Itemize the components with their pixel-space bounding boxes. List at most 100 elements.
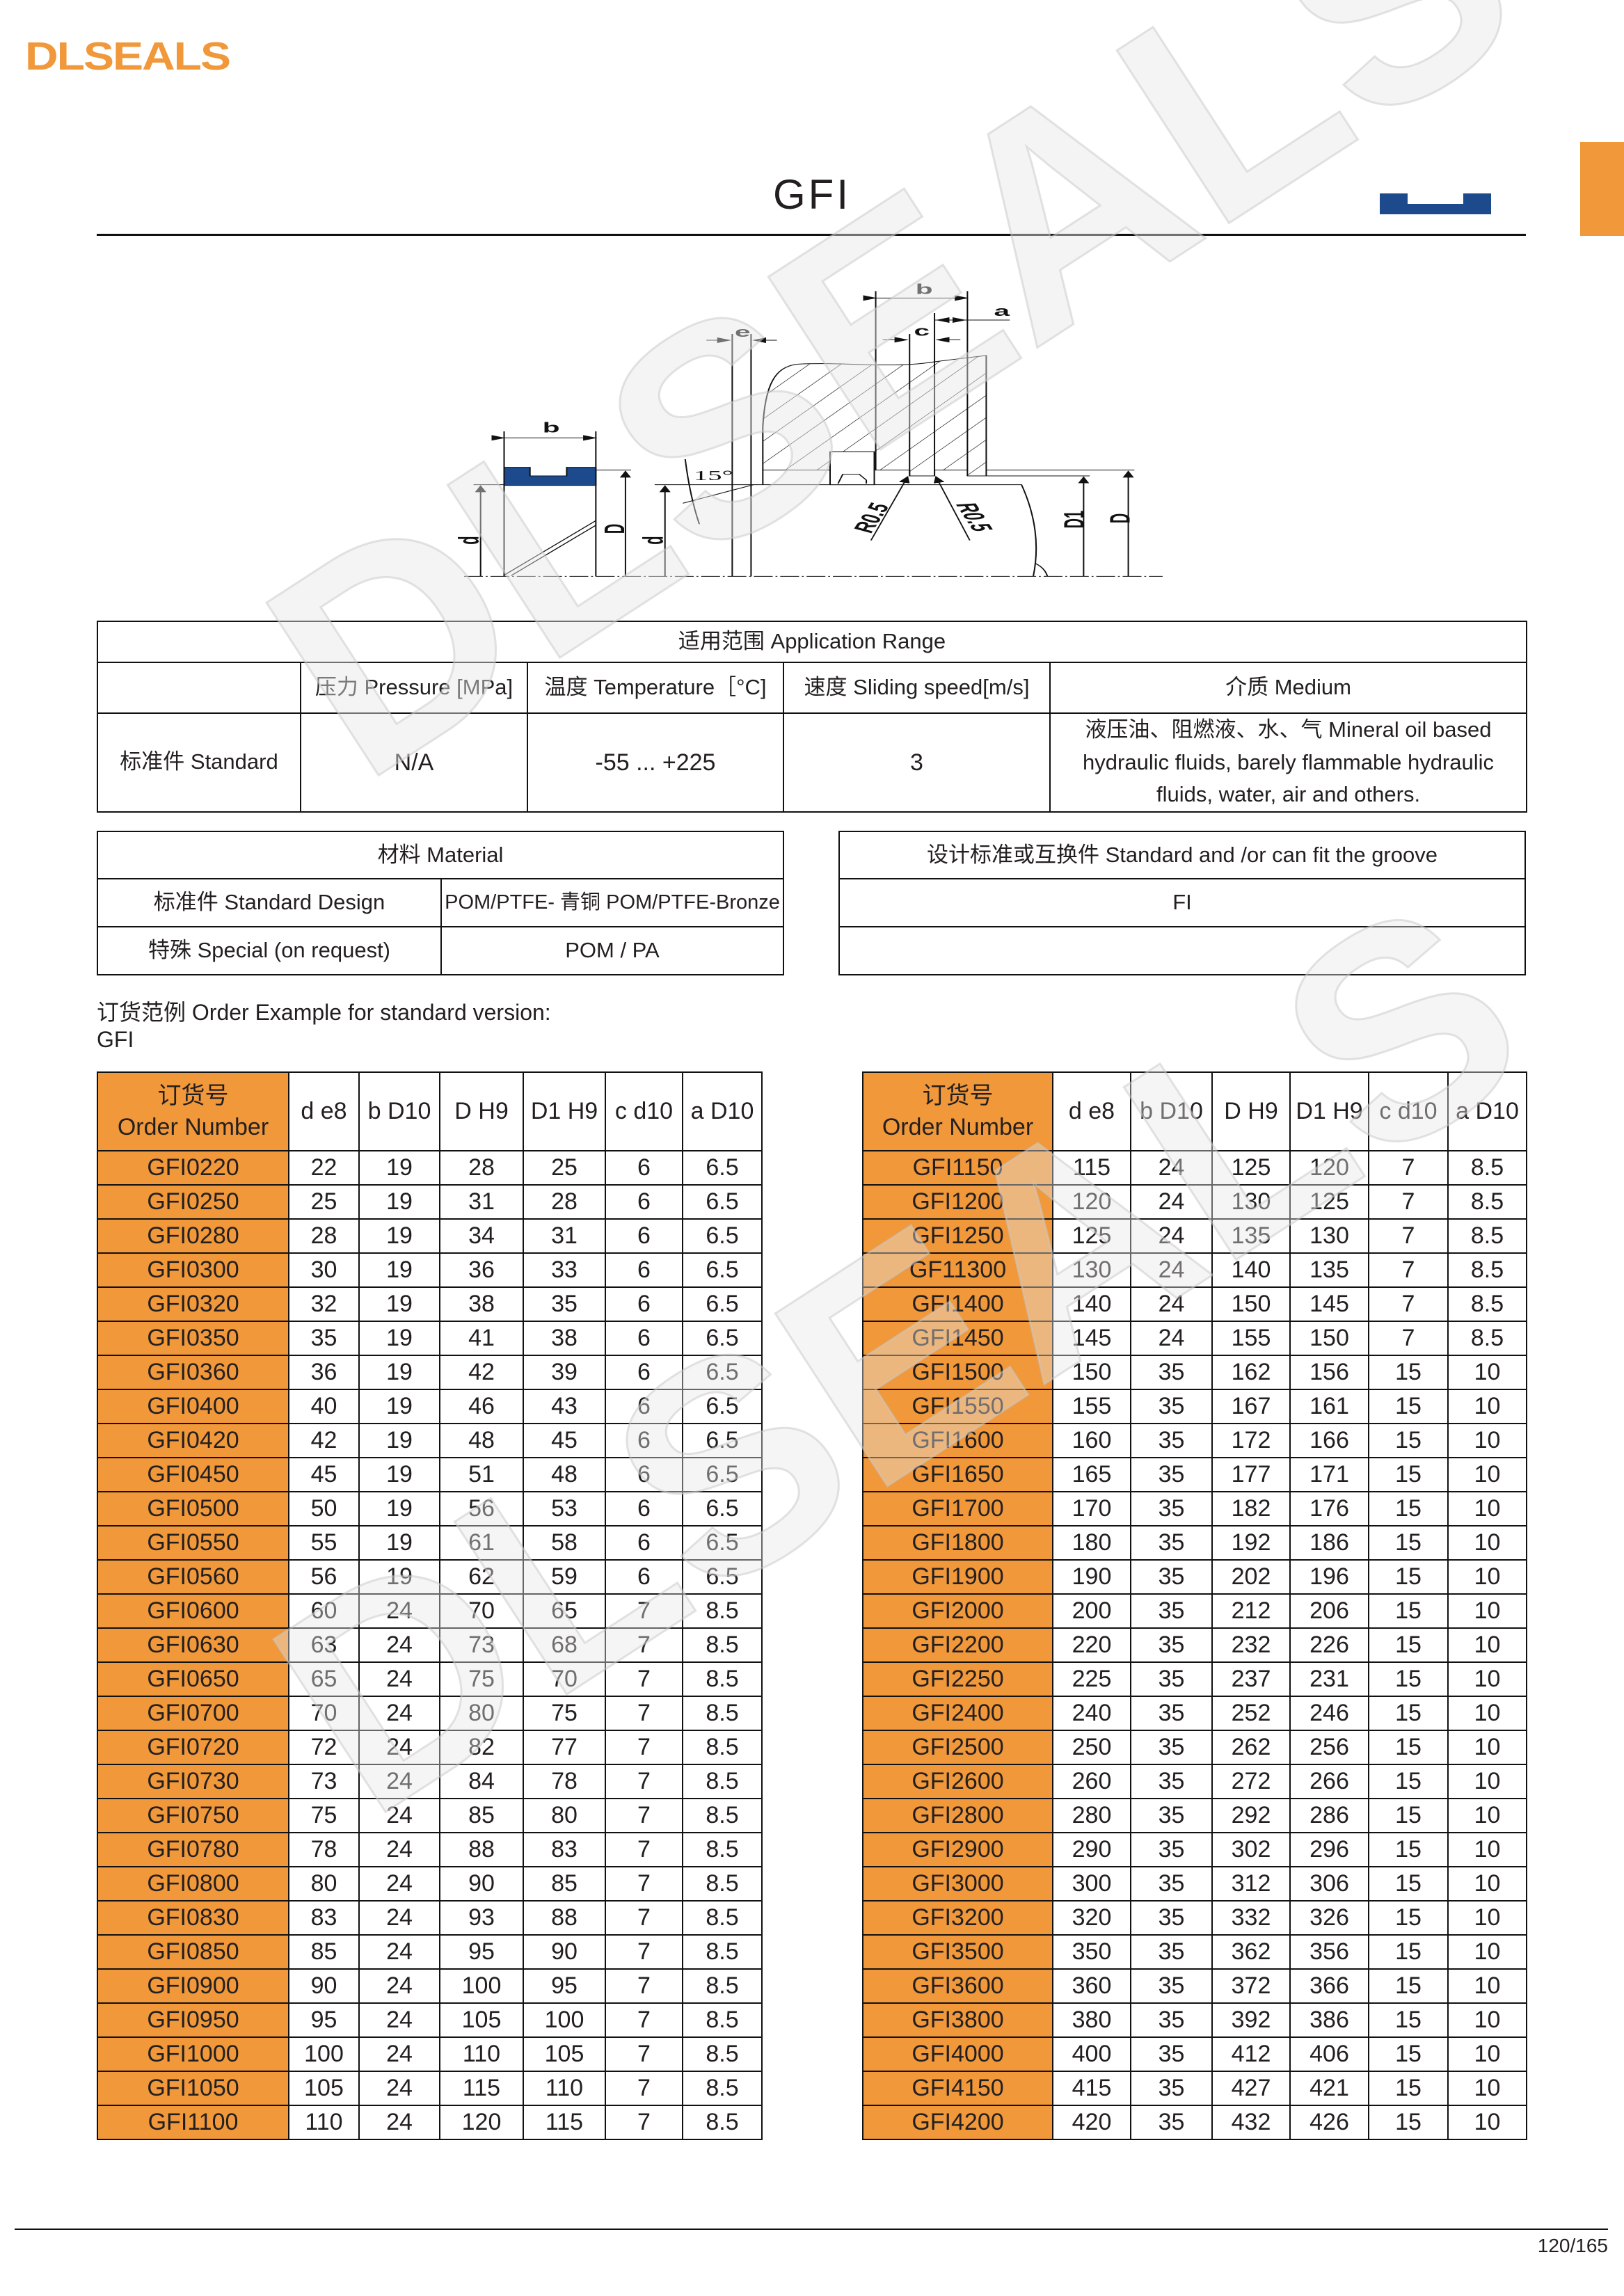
- header-col: D H9: [1211, 1071, 1291, 1151]
- dimension-cell: 45: [288, 1457, 360, 1492]
- dimension-cell: 42: [288, 1423, 360, 1458]
- dimension-cell: 19: [358, 1491, 440, 1526]
- dimension-cell: 46: [439, 1389, 524, 1424]
- dimension-cell: 105: [523, 2036, 606, 2072]
- dimension-cell: 6: [605, 1218, 683, 1254]
- header-col: D1 H9: [1289, 1071, 1369, 1151]
- dimension-cell: 6: [605, 1559, 683, 1595]
- dim-label-b: b: [543, 420, 560, 436]
- dimension-cell: 24: [1130, 1252, 1213, 1288]
- dimension-cell: 90: [288, 1968, 360, 2004]
- dimension-cell: 24: [1130, 1286, 1213, 1322]
- dim-label-e: e: [735, 324, 751, 340]
- dimension-cell: 150: [1289, 1321, 1369, 1356]
- dimension-cell: 32: [288, 1286, 360, 1322]
- order-number-cell: GFI0300: [97, 1252, 289, 1288]
- table-row: GFI3800 380 35 392 386 15 10: [862, 2002, 1527, 2038]
- table-row: GFI0350 35 19 41 38 6 6.5: [97, 1321, 763, 1356]
- dimension-cell: 48: [523, 1457, 606, 1492]
- dimension-cell: 73: [439, 1627, 524, 1663]
- order-number-cell: GFI4000: [862, 2036, 1053, 2072]
- application-range-table: 适用范围 Application Range 压力 Pressure [MPa]…: [96, 621, 1528, 813]
- order-number-cell: GFI3500: [862, 1934, 1053, 1970]
- dimension-cell: 95: [439, 1934, 524, 1970]
- order-number-cell: GFI1900: [862, 1559, 1053, 1595]
- dimension-cell: 60: [288, 1593, 360, 1629]
- dimension-cell: 8.5: [682, 2002, 763, 2038]
- dimension-cell: 162: [1211, 1355, 1291, 1390]
- dimension-cell: 35: [1130, 2105, 1213, 2140]
- dimension-cell: 28: [439, 1150, 524, 1186]
- dimension-cell: 150: [1211, 1286, 1291, 1322]
- order-number-cell: GFI2000: [862, 1593, 1053, 1629]
- header-pressure: 压力 Pressure [MPa]: [300, 662, 528, 714]
- dimension-cell: 140: [1211, 1252, 1291, 1288]
- dimension-cell: 19: [358, 1184, 440, 1220]
- order-number-cell: GFI2800: [862, 1798, 1053, 1833]
- dimension-cell: 6: [605, 1525, 683, 1561]
- dimension-cell: 7: [605, 2071, 683, 2106]
- dimension-cell: 15: [1368, 1934, 1449, 1970]
- dimension-cell: 7: [605, 1627, 683, 1663]
- dimension-cell: 24: [358, 1696, 440, 1731]
- order-number-cell: GFI4150: [862, 2071, 1053, 2106]
- order-number-cell: GFI0700: [97, 1696, 289, 1731]
- dimension-cell: 75: [523, 1696, 606, 1731]
- dimension-cell: 155: [1211, 1321, 1291, 1356]
- order-number-cell: GFI2250: [862, 1661, 1053, 1697]
- dimension-cell: 24: [358, 2036, 440, 2072]
- dimension-cell: 35: [288, 1321, 360, 1356]
- dimension-cell: 186: [1289, 1525, 1369, 1561]
- header-order-number: 订货号 Order Number: [862, 1071, 1053, 1151]
- order-number-cell: GFI0500: [97, 1491, 289, 1526]
- table-row: GFI0280 28 19 34 31 6 6.5: [97, 1218, 763, 1254]
- table-row: GFI0950 95 24 105 100 7 8.5: [97, 2002, 763, 2038]
- table-row: GFI4000 400 35 412 406 15 10: [862, 2036, 1527, 2072]
- dimension-cell: 10: [1447, 1798, 1527, 1833]
- dimension-cell: 8.5: [682, 1832, 763, 1867]
- dimension-cell: 200: [1052, 1593, 1131, 1629]
- dimension-cell: 85: [439, 1798, 524, 1833]
- table-row: GFI0700 70 24 80 75 7 8.5: [97, 1696, 763, 1731]
- order-number-cell: GFI0250: [97, 1184, 289, 1220]
- dimension-cell: 15: [1368, 1423, 1449, 1458]
- dimension-cell: 93: [439, 1900, 524, 1936]
- dimension-cell: 10: [1447, 1866, 1527, 1902]
- dimension-cell: 90: [439, 1866, 524, 1902]
- dimension-cell: 421: [1289, 2071, 1369, 2106]
- table-row: GFI3200 320 35 332 326 15 10: [862, 1900, 1527, 1936]
- dimension-cell: 55: [288, 1525, 360, 1561]
- header-col: a D10: [1447, 1071, 1527, 1151]
- footer-divider: [15, 2229, 1608, 2230]
- dimension-cell: 10: [1447, 1593, 1527, 1629]
- dimension-cell: 35: [1130, 1696, 1213, 1731]
- dimension-cell: 105: [439, 2002, 524, 2038]
- dimension-cell: 232: [1211, 1627, 1291, 1663]
- dimension-cell: 312: [1211, 1866, 1291, 1902]
- dimension-cell: 427: [1211, 2071, 1291, 2106]
- dimension-cell: 290: [1052, 1832, 1131, 1867]
- dimension-cell: 77: [523, 1730, 606, 1765]
- dimension-cell: 15: [1368, 2071, 1449, 2106]
- order-number-cell: GFI2900: [862, 1832, 1053, 1867]
- dimension-cell: 35: [1130, 1559, 1213, 1595]
- order-number-cell: GFI0630: [97, 1627, 289, 1663]
- order-number-cell: GFI2600: [862, 1764, 1053, 1799]
- dimension-cell: 8.5: [1447, 1150, 1527, 1186]
- dimension-cell: 36: [439, 1252, 524, 1288]
- order-number-cell: GFI1550: [862, 1389, 1053, 1424]
- order-number-cell: GFI2500: [862, 1730, 1053, 1765]
- dimension-cell: 19: [358, 1286, 440, 1322]
- dimension-cell: 170: [1052, 1491, 1131, 1526]
- table-row: GFI3500 350 35 362 356 15 10: [862, 1934, 1527, 1970]
- dimension-cell: 426: [1289, 2105, 1369, 2140]
- dimension-cell: 88: [439, 1832, 524, 1867]
- table-row: GFI3600 360 35 372 366 15 10: [862, 1968, 1527, 2004]
- dimension-cell: 8.5: [682, 1900, 763, 1936]
- dimension-cell: 6.5: [682, 1252, 763, 1288]
- order-number-cell: GFI1700: [862, 1491, 1053, 1526]
- dimension-cell: 35: [1130, 1355, 1213, 1390]
- dimension-cell: 15: [1368, 1491, 1449, 1526]
- dimension-cell: 252: [1211, 1696, 1291, 1731]
- dimension-cell: 24: [358, 1627, 440, 1663]
